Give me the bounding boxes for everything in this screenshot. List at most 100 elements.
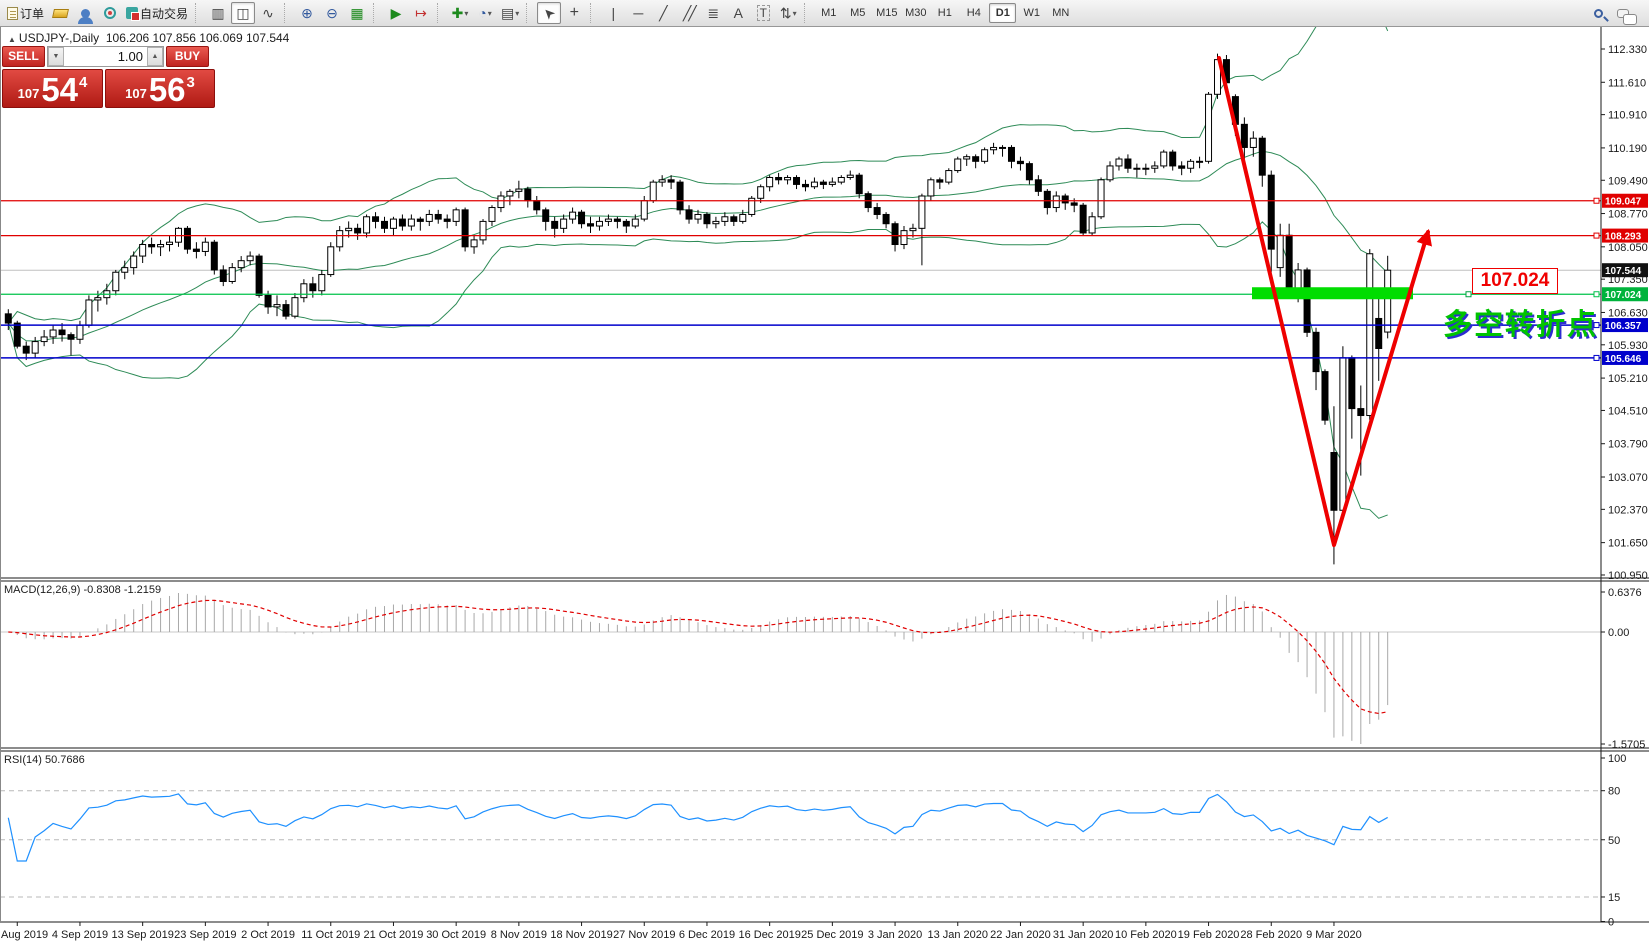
buy-price-button[interactable]: 107 56 3 — [105, 69, 215, 108]
horizontal-line-tool[interactable]: ─ — [626, 2, 650, 24]
one-click-trading-panel: SELL ▼ ▲ BUY 107 54 4 107 56 3 — [2, 46, 218, 108]
svg-text:31 Jan 2020: 31 Jan 2020 — [1053, 929, 1114, 941]
chart-title: ▲ USDJPY-,Daily 106.206 107.856 106.069 1… — [8, 31, 289, 45]
chart-shift-button[interactable]: ↦ — [409, 2, 433, 24]
vertical-line-tool[interactable]: | — [601, 2, 625, 24]
rsi-value: 50.7686 — [44, 754, 85, 766]
zoom-out-icon: ⊖ — [326, 4, 338, 21]
templates-button[interactable]: ▤ ▾ — [498, 2, 522, 24]
chat-icon — [1617, 8, 1637, 25]
timeframe-W1[interactable]: W1 — [1023, 7, 1041, 19]
svg-text:50: 50 — [1608, 835, 1620, 847]
chevron-down-icon: ▾ — [464, 8, 469, 18]
volume-stepper: ▼ ▲ — [47, 46, 164, 67]
candlestick-icon: ◫ — [236, 4, 250, 21]
chevron-down-icon: ▾ — [515, 8, 520, 18]
tile-windows-button[interactable]: ▦ — [345, 2, 369, 24]
toolbar-separator — [195, 3, 202, 23]
label-tool[interactable]: T — [751, 2, 775, 24]
line-chart-icon: ∿ — [262, 4, 274, 21]
indicators-button[interactable]: ✚ ▾ — [448, 2, 472, 24]
svg-text:109.490: 109.490 — [1608, 175, 1648, 187]
volume-input[interactable] — [64, 47, 147, 66]
svg-text:15: 15 — [1608, 892, 1620, 904]
timeframe-H4[interactable]: H4 — [966, 7, 981, 19]
zoom-in-icon: ⊕ — [301, 4, 313, 21]
timeframe-M30[interactable]: M30 — [905, 7, 927, 19]
autotrading-icon — [126, 7, 141, 21]
trendline-tool[interactable]: ╱ — [651, 2, 675, 24]
crosshair-tool-button[interactable]: + — [562, 2, 586, 24]
timeframe-M5[interactable]: M5 — [850, 7, 866, 19]
svg-text:11 Oct 2019: 11 Oct 2019 — [301, 929, 360, 941]
market-watch-button[interactable] — [48, 2, 72, 24]
bar-chart-icon: ▥ — [211, 4, 225, 21]
cursor-tool-button[interactable]: ➤ — [537, 2, 562, 24]
channel-tool[interactable]: ╱╱ — [676, 2, 700, 24]
svg-text:-1.5705: -1.5705 — [1608, 739, 1645, 751]
zoom-in-button[interactable]: ⊕ — [295, 2, 319, 24]
svg-text:107.544: 107.544 — [1605, 266, 1642, 277]
autotrading-button[interactable]: 自动交易 — [123, 2, 191, 24]
buy-price-base: 107 — [125, 86, 147, 101]
sell-button[interactable]: SELL — [2, 46, 45, 67]
svg-text:23 Sep 2019: 23 Sep 2019 — [174, 929, 236, 941]
fibonacci-tool[interactable]: ≣ — [701, 2, 725, 24]
signal-icon — [104, 7, 117, 19]
arrows-tool[interactable]: ⇅ ▾ — [776, 2, 800, 24]
svg-text:105.930: 105.930 — [1608, 340, 1648, 352]
horizontal-line-icon: ─ — [633, 5, 644, 21]
timeframe-M15[interactable]: M15 — [876, 7, 898, 19]
bar-chart-button[interactable]: ▥ — [206, 2, 230, 24]
svg-text:108.050: 108.050 — [1608, 242, 1648, 254]
svg-text:10 Feb 2020: 10 Feb 2020 — [1115, 929, 1177, 941]
text-tool[interactable]: A — [726, 2, 750, 24]
search-icon — [1593, 8, 1603, 18]
new-order-button[interactable]: 订单 — [4, 2, 47, 24]
svg-text:28 Feb 2020: 28 Feb 2020 — [1240, 929, 1302, 941]
chart-symbol-period: USDJPY-,Daily — [18, 31, 100, 45]
svg-text:22 Jan 2020: 22 Jan 2020 — [990, 929, 1051, 941]
autoscroll-icon: ▶ — [390, 4, 402, 21]
person-icon — [77, 8, 93, 24]
timeframe-H1[interactable]: H1 — [937, 7, 952, 19]
svg-text:9 Mar 2020: 9 Mar 2020 — [1306, 929, 1362, 941]
svg-text:13 Sep 2019: 13 Sep 2019 — [111, 929, 173, 941]
svg-text:27 Nov 2019: 27 Nov 2019 — [613, 929, 675, 941]
svg-text:106.630: 106.630 — [1608, 307, 1648, 319]
svg-text:16 Dec 2019: 16 Dec 2019 — [738, 929, 800, 941]
timeframe-bar: M1 M5 M15 M30 H1 H4 D1 W1 MN — [815, 3, 1074, 23]
timeframe-M1[interactable]: M1 — [821, 7, 837, 19]
svg-text:106.357: 106.357 — [1605, 321, 1642, 332]
price-flag-box[interactable]: 107.024 — [1472, 268, 1558, 294]
toolbar-separator — [284, 3, 291, 23]
buy-button[interactable]: BUY — [166, 46, 209, 67]
timeframe-MN[interactable]: MN — [1052, 7, 1070, 19]
periods-button[interactable]: ◔ ▾ — [473, 2, 497, 24]
svg-text:18 Nov 2019: 18 Nov 2019 — [550, 929, 612, 941]
sell-price-button[interactable]: 107 54 4 — [2, 69, 103, 108]
volume-increase-button[interactable]: ▲ — [147, 47, 163, 66]
arrows-tool-icon: ⇅ — [779, 4, 792, 21]
svg-text:108.293: 108.293 — [1605, 232, 1642, 243]
svg-text:101.650: 101.650 — [1608, 538, 1648, 550]
svg-text:6 Dec 2019: 6 Dec 2019 — [679, 929, 735, 941]
community-button[interactable] — [73, 2, 97, 24]
turning-point-annotation: 多空转折点 — [1443, 309, 1599, 341]
svg-text:111.610: 111.610 — [1608, 77, 1646, 89]
candlestick-chart-button[interactable]: ◫ — [231, 2, 256, 24]
chat-button[interactable] — [1611, 2, 1637, 25]
trendline-icon: ╱ — [659, 4, 668, 21]
autoscroll-button[interactable]: ▶ — [384, 2, 408, 24]
signals-button[interactable] — [98, 2, 122, 24]
indicators-icon: ✚ — [451, 4, 464, 21]
line-chart-button[interactable]: ∿ — [256, 2, 280, 24]
macd-values: -0.8308 -1.2159 — [83, 584, 162, 596]
search-button[interactable] — [1586, 2, 1610, 24]
zoom-out-button[interactable]: ⊖ — [320, 2, 344, 24]
timeframe-D1[interactable]: D1 — [989, 3, 1017, 23]
volume-decrease-button[interactable]: ▼ — [48, 47, 64, 66]
svg-text:108.770: 108.770 — [1608, 209, 1648, 221]
